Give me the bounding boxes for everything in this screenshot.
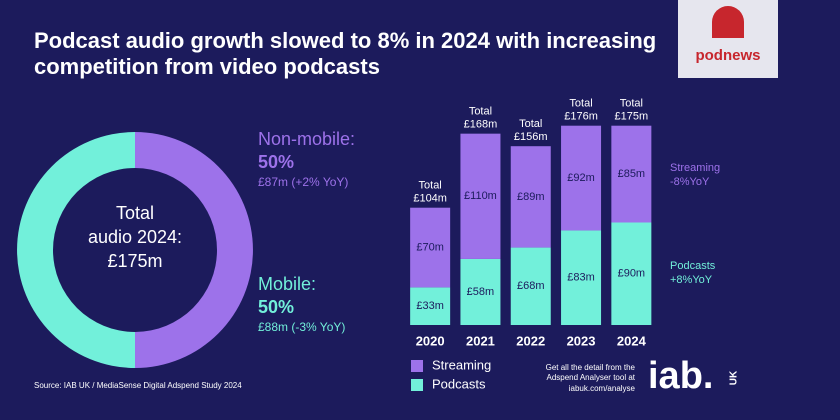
- slice-detail: £88m (-3% YoY): [258, 320, 345, 334]
- segment-label: £68m: [517, 280, 545, 292]
- segment-label: £58m: [467, 286, 495, 298]
- center-label: audio 2024:: [88, 227, 182, 247]
- x-tick-label: 2024: [617, 333, 647, 348]
- segment-label: £92m: [567, 172, 595, 184]
- segment-label: £110m: [464, 190, 497, 202]
- slice-name: Mobile:: [258, 274, 316, 294]
- slice-name: Non-mobile:: [258, 129, 355, 149]
- note-line: Adspend Analyser tool at: [546, 373, 635, 382]
- legend-swatch: [411, 379, 423, 391]
- note-line: iabuk.com/analyse: [569, 384, 636, 393]
- bar-segment: [460, 258, 501, 325]
- note-line: Get all the detail from the: [546, 363, 636, 372]
- x-tick-label: 2021: [466, 333, 495, 348]
- x-tick-label: 2020: [416, 333, 445, 348]
- side-label: +8%YoY: [670, 274, 713, 286]
- slice-value-label: 50%: [258, 297, 294, 317]
- x-tick-label: 2022: [516, 333, 545, 348]
- title-line: competition from video podcasts: [34, 54, 380, 79]
- slice-detail: £87m (+2% YoY): [258, 175, 348, 189]
- legend-label: Podcasts: [432, 376, 486, 391]
- iab-logo: iab.: [648, 355, 713, 397]
- legend-swatch: [411, 360, 423, 372]
- total-label: £168m: [464, 119, 498, 131]
- total-label: Total: [569, 98, 592, 110]
- segment-label: £85m: [618, 168, 646, 180]
- bar-segment: [460, 133, 501, 259]
- podnews-icon: [712, 6, 744, 38]
- donut-slice: [135, 132, 253, 368]
- side-label: -8%YoY: [670, 176, 710, 188]
- source: Source: IAB UK / MediaSense Digital Adsp…: [34, 381, 242, 390]
- donut-slice: [17, 132, 135, 368]
- bar-segment: [510, 146, 551, 248]
- bar-segment: [611, 125, 652, 223]
- iab-logo-sub: UK: [729, 370, 740, 385]
- side-label: Podcasts: [670, 260, 716, 272]
- total-label: £176m: [564, 111, 598, 123]
- bar-segment: [510, 247, 551, 325]
- total-label: Total: [419, 180, 442, 192]
- segment-label: £33m: [416, 300, 444, 312]
- segment-label: £70m: [416, 241, 444, 253]
- podnews-logo: podnews: [695, 47, 760, 64]
- title-line: Podcast audio growth slowed to 8% in 202…: [34, 28, 656, 53]
- bar-segment: [561, 125, 602, 231]
- side-label: Streaming: [670, 162, 720, 174]
- bar-segment: [561, 230, 602, 325]
- segment-label: £89m: [517, 191, 545, 203]
- bar-segment: [410, 287, 451, 325]
- center-label: Total: [116, 203, 154, 223]
- total-label: £175m: [615, 111, 649, 123]
- segment-label: £90m: [618, 268, 646, 280]
- x-tick-label: 2023: [567, 333, 596, 348]
- segment-label: £83m: [567, 272, 595, 284]
- center-label: £175m: [107, 251, 162, 271]
- total-label: £104m: [413, 193, 447, 205]
- slice-value-label: 50%: [258, 152, 294, 172]
- total-label: Total: [620, 98, 643, 110]
- bar-segment: [611, 222, 652, 325]
- total-label: £156m: [514, 131, 548, 143]
- bar-segment: [410, 207, 451, 288]
- total-label: Total: [469, 106, 492, 118]
- total-label: Total: [519, 118, 542, 130]
- legend-label: Streaming: [432, 357, 491, 372]
